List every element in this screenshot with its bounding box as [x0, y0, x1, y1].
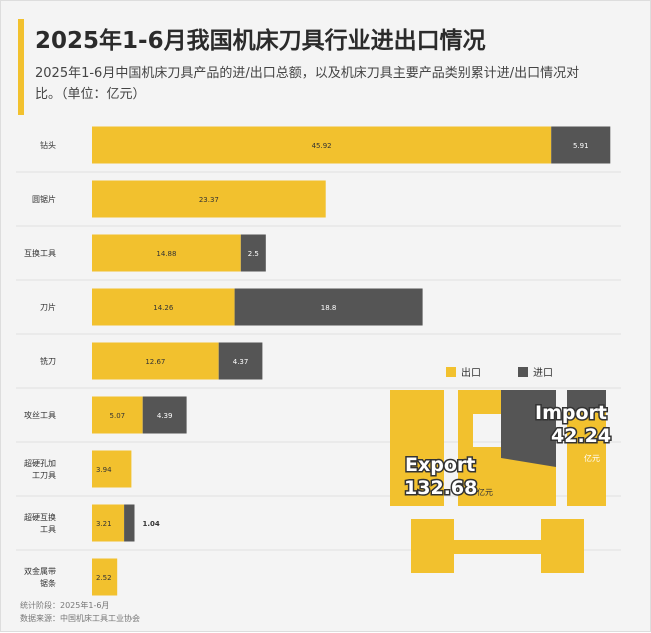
bar-import: [551, 126, 611, 164]
bar-import: [124, 504, 135, 542]
glyph-import-wedge: [501, 390, 556, 467]
category-label: 圆锯片: [32, 194, 56, 204]
export-unit: 亿元: [477, 487, 493, 497]
data-label-export: 45.92: [312, 142, 332, 150]
legend-export-swatch: [446, 367, 456, 377]
data-label-import: 2.5: [248, 250, 259, 258]
bar-import: [234, 288, 423, 326]
data-label-import: 18.8: [321, 304, 337, 312]
footer: 统计阶段：2025年1-6月 数据来源：中国机床工具工业协会: [20, 599, 140, 625]
data-label-export: 5.07: [110, 412, 126, 420]
bar-import: [218, 342, 263, 380]
bar-import: [240, 234, 266, 272]
legend-import-label: 进口: [533, 367, 553, 379]
data-label-export: 14.26: [153, 304, 174, 312]
bar-export: [92, 288, 235, 326]
bar-rows: 钻头 45.92 5.91 圆锯片 23.37 互换工具 14.88 2.5 刀片 14.26 18…: [16, 126, 621, 596]
data-label-export: 3.94: [96, 466, 112, 474]
category-label: 铣刀: [40, 356, 56, 366]
bar-export: [92, 126, 552, 164]
bar-export: [92, 234, 241, 272]
bar-export: [92, 342, 219, 380]
glyph-base: [411, 519, 584, 573]
data-label-export: 23.37: [199, 196, 219, 204]
bar-export: [92, 558, 118, 596]
category-label: 互换工具: [24, 248, 56, 258]
legend-export-label: 出口: [461, 366, 481, 379]
bar-export: [92, 504, 125, 542]
legend-import-swatch: [518, 367, 528, 377]
data-label-import: 1.04: [143, 520, 160, 528]
bar-import: [142, 396, 187, 434]
glyph-left-pillar: [390, 390, 444, 506]
data-label-import: 4.37: [233, 358, 249, 366]
footer-period: 统计阶段：2025年1-6月: [20, 601, 110, 610]
data-label-import: 4.39: [157, 412, 173, 420]
bar-export: [92, 450, 132, 488]
footer-source: 数据来源：中国机床工具工业协会: [20, 614, 140, 623]
export-label: Export: [405, 454, 475, 476]
category-label: 钻头: [40, 140, 56, 150]
category-label: 攻丝工具: [24, 410, 56, 420]
data-label-export: 12.67: [145, 358, 165, 366]
glyph-import-top: [567, 390, 606, 412]
bar-export: [92, 396, 143, 434]
export-value: 132.68: [404, 477, 477, 499]
data-label-export: 14.88: [156, 250, 176, 258]
import-unit: 亿元: [584, 453, 600, 463]
import-value: 42.24: [551, 425, 611, 447]
data-label-import: 5.91: [573, 142, 589, 150]
category-label: 超硬互换工具: [24, 512, 56, 534]
data-label-export: 2.52: [96, 574, 112, 582]
title-accent-bar: [18, 19, 24, 115]
page-subtitle: 2025年1-6月中国机床刀具产品的进/出口总额，以及机床刀具主要产品类别累计进…: [35, 66, 580, 102]
data-label-export: 3.21: [96, 520, 112, 528]
category-label: 超硬孔加工刀具: [24, 458, 56, 480]
import-label: Import: [535, 402, 607, 424]
totals-graphic: 出口 进口 Export 132.68 亿元 Import 42.24 亿元: [390, 366, 613, 573]
category-label: 双金属带锯条: [24, 566, 56, 588]
page-title: 2025年1-6月我国机床刀具行业进出口情况: [35, 28, 486, 54]
category-label: 刀片: [40, 302, 56, 312]
bar-export: [92, 180, 326, 218]
